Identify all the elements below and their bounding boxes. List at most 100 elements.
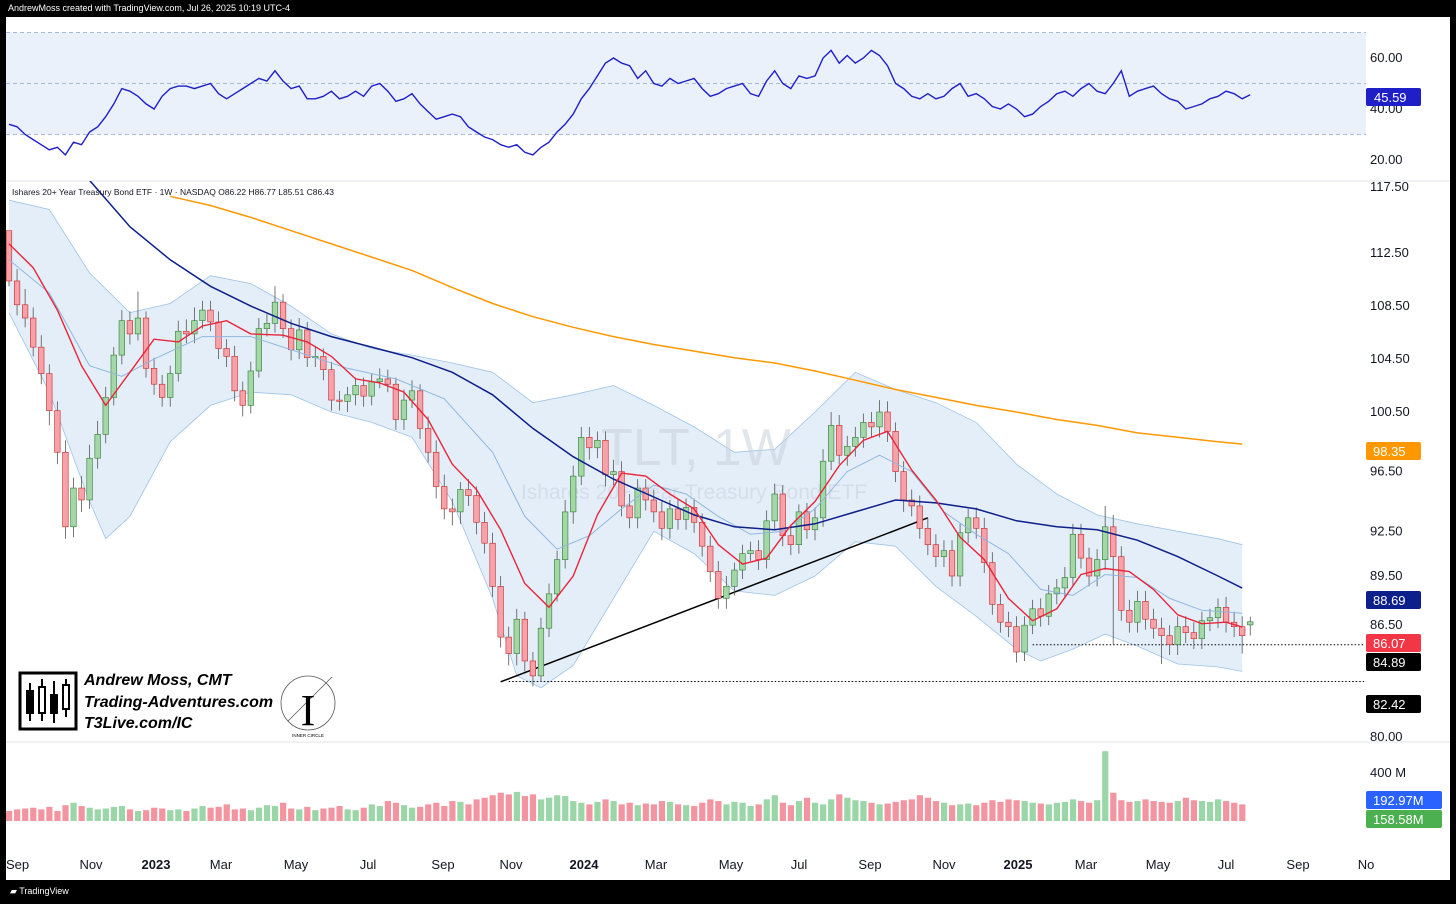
chart-area[interactable]: 60.00 40.00 20.00 45.59 TLT, 1W Ishares 20… <box>6 17 1450 880</box>
trendline[interactable] <box>500 517 929 683</box>
legend-line: Ishares 20+ Year Treasury Bond ETF · 1W … <box>12 187 334 197</box>
volume-bar <box>191 808 198 821</box>
candle <box>1158 617 1165 664</box>
candle <box>1150 608 1157 639</box>
rsi-levels <box>6 32 1366 135</box>
volume-bar <box>916 795 923 821</box>
candle <box>231 345 238 402</box>
candle <box>1021 616 1028 661</box>
horizontal-levels[interactable] <box>508 644 1364 683</box>
candle <box>852 426 859 457</box>
volume-bar <box>14 809 21 821</box>
volume-bar <box>924 797 932 821</box>
volume-bar <box>368 804 375 821</box>
price-tick-label: 112.50 <box>1370 245 1409 260</box>
tradingview-label: TradingView <box>19 886 69 896</box>
candle <box>513 608 520 666</box>
candle <box>376 368 383 389</box>
candle <box>1061 567 1068 599</box>
candle <box>956 523 964 587</box>
volume-bar <box>473 799 480 821</box>
candle <box>521 611 528 672</box>
volume-bar <box>6 811 13 821</box>
volume-bar <box>70 802 77 821</box>
volume-bar <box>199 806 206 821</box>
volume-bar <box>521 796 529 821</box>
candle-glyph-icon <box>26 679 70 723</box>
candle <box>328 361 335 411</box>
time-tick-label: May <box>284 857 309 872</box>
volume-bar <box>118 806 126 821</box>
volume-bar <box>409 807 416 821</box>
time-tick-label: May <box>719 857 744 872</box>
candle <box>22 288 29 328</box>
volume-bar <box>820 804 827 821</box>
volume-bar <box>618 804 625 821</box>
candle <box>610 459 617 486</box>
candle <box>529 652 536 687</box>
candle <box>336 390 343 411</box>
candle <box>715 561 722 609</box>
volume-bar <box>151 807 158 821</box>
volume-bar <box>134 811 142 821</box>
footer-bar <box>0 880 1456 904</box>
candle <box>13 269 21 316</box>
candle <box>973 507 980 539</box>
volume-bar <box>997 801 1004 821</box>
volume-bar <box>304 806 311 821</box>
candle <box>674 498 682 530</box>
volume-bar <box>417 806 424 821</box>
candle <box>191 307 198 344</box>
price-tick-label: 80.00 <box>1370 729 1403 744</box>
volume-bar <box>1174 801 1181 821</box>
volume-tag: 158.58M <box>1366 810 1442 828</box>
volume-bar <box>562 796 569 821</box>
brand-site-2: T3Live.com/IC <box>84 715 193 732</box>
volume-bar <box>892 801 899 821</box>
time-axis[interactable]: Sep Nov 2023 Mar May Jul Sep Nov 2024 Mar May Jul Se… <box>6 857 1374 872</box>
volume-bar <box>505 794 512 821</box>
candle <box>392 377 399 430</box>
svg-text:45.59: 45.59 <box>1374 90 1407 105</box>
top-caption: AndrewMoss created with TradingView.com,… <box>8 3 290 13</box>
volume-bar <box>683 805 690 821</box>
volume-bar <box>143 810 150 821</box>
candle <box>997 593 1004 633</box>
candle <box>223 339 230 367</box>
candle <box>562 499 569 569</box>
volume-bar <box>457 801 464 821</box>
volume-bar <box>529 794 537 821</box>
volume-bar <box>642 803 649 821</box>
volume-bar <box>513 791 520 821</box>
volume-bar <box>1134 801 1141 821</box>
volume-bar <box>239 808 246 821</box>
candle <box>1077 523 1085 569</box>
volume-bar <box>868 802 875 821</box>
candles <box>6 230 1254 687</box>
candle <box>836 414 843 465</box>
candle <box>1174 616 1181 656</box>
volume-bar <box>731 801 738 821</box>
candle <box>586 426 593 460</box>
volume-bar <box>1150 801 1157 821</box>
volume-bar <box>271 806 279 821</box>
candle <box>134 291 142 341</box>
volume-bar <box>755 804 762 821</box>
candle <box>1085 547 1093 587</box>
volume-bar <box>231 809 238 821</box>
bollinger-lower <box>8 312 1243 689</box>
volume-bar <box>723 804 730 821</box>
volume-bar <box>489 795 496 821</box>
volume-bar <box>465 804 472 821</box>
candle <box>932 534 939 568</box>
volume-tags: 192.97M 158.58M <box>1366 791 1442 828</box>
candle <box>860 413 867 448</box>
volume-bar <box>1190 800 1198 821</box>
candle <box>771 483 778 530</box>
volume-bar <box>900 800 907 821</box>
candle <box>981 517 988 574</box>
volume-bar <box>973 805 980 821</box>
volume-bar <box>183 811 190 821</box>
candle <box>1069 523 1077 587</box>
